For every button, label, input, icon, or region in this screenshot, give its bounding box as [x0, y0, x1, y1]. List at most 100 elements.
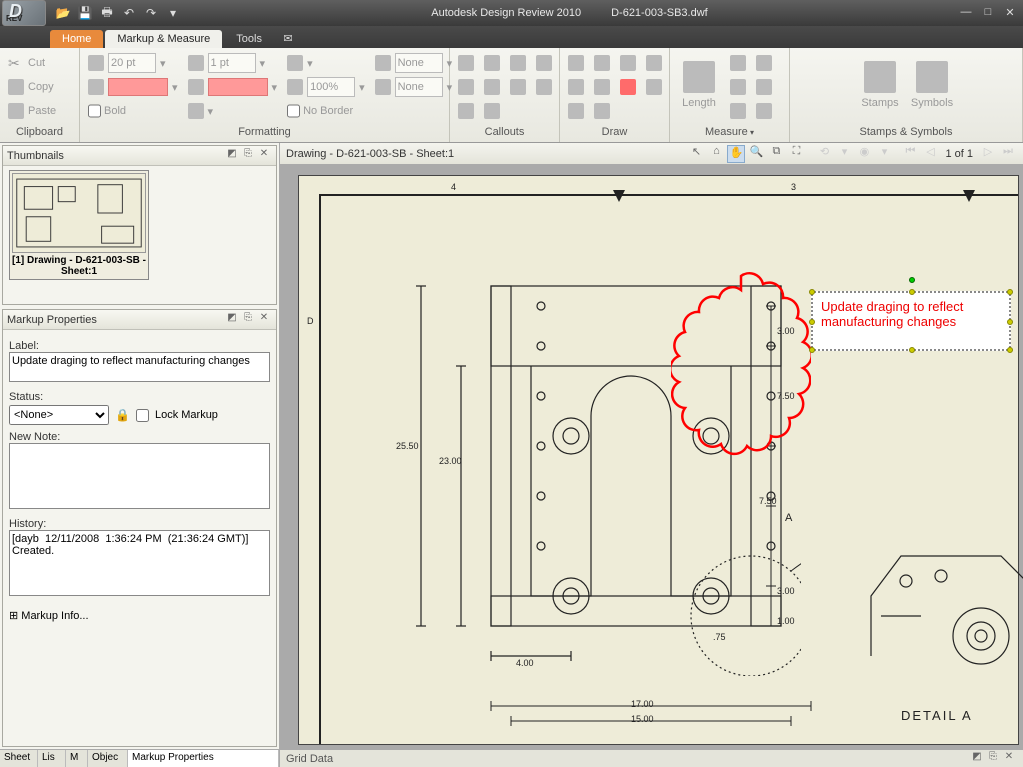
cut-button[interactable]: ✂Cut	[4, 52, 60, 74]
measure-btn-6[interactable]	[752, 100, 776, 122]
drawing-canvas[interactable]: 4 3 D	[280, 165, 1023, 749]
btab-list[interactable]: Lis	[38, 750, 66, 767]
draw-btn-1[interactable]	[564, 52, 588, 74]
markup-opts-icon[interactable]: ◩	[224, 312, 240, 328]
qat-undo-icon[interactable]: ↶	[120, 4, 138, 22]
grid-close-icon[interactable]: ✕	[1001, 751, 1017, 767]
select-tool-icon[interactable]: ↖	[687, 145, 705, 163]
home-view-icon[interactable]: ⌂	[707, 145, 725, 163]
font-size-input[interactable]	[108, 53, 156, 73]
tab-mail-icon[interactable]: ✉	[276, 29, 300, 48]
bold-check[interactable]	[88, 101, 101, 121]
grid-pin-icon[interactable]: ⎘	[985, 751, 1001, 767]
fill-control[interactable]: ▾	[283, 52, 369, 74]
qat-redo-icon[interactable]: ↷	[142, 4, 160, 22]
thumbnails-close-icon[interactable]: ✕	[256, 148, 272, 164]
effect2-input[interactable]	[395, 77, 443, 97]
scale-input[interactable]	[307, 77, 355, 97]
tab-tools[interactable]: Tools	[224, 30, 274, 48]
btab-m[interactable]: M	[66, 750, 88, 767]
callout-btn-3[interactable]	[454, 100, 478, 122]
effect1-input[interactable]	[395, 53, 443, 73]
line-color-swatch[interactable]	[208, 78, 268, 96]
pan-tool-icon[interactable]: ✋	[727, 145, 745, 163]
draw-btn-5[interactable]	[590, 76, 614, 98]
grip-n[interactable]	[909, 289, 915, 295]
qat-open-icon[interactable]: 📂	[54, 4, 72, 22]
stamps-button[interactable]: Stamps	[855, 50, 905, 120]
draw-btn-2[interactable]	[564, 76, 588, 98]
callout-btn-5[interactable]	[480, 76, 504, 98]
no-border-checkbox[interactable]: No Border	[283, 100, 369, 122]
thumbnails-pin-icon[interactable]: ⎘	[240, 148, 256, 164]
thumbnails-opts-icon[interactable]: ◩	[224, 148, 240, 164]
close-button[interactable]: ✕	[1001, 6, 1019, 20]
no-border-check[interactable]	[287, 101, 300, 121]
tab-markup-measure[interactable]: Markup & Measure	[105, 30, 222, 48]
copy-button[interactable]: Copy	[4, 76, 60, 98]
callout-btn-4[interactable]	[480, 52, 504, 74]
font-color-control[interactable]: ▾	[84, 76, 182, 98]
zoom-window-icon[interactable]: ⧉	[767, 145, 785, 163]
btab-sheet[interactable]: Sheet	[0, 750, 38, 767]
grip-se[interactable]	[1007, 347, 1013, 353]
measure-btn-4[interactable]	[752, 52, 776, 74]
symbols-button[interactable]: Symbols	[907, 50, 957, 120]
markup-info-toggle[interactable]: ⊞ Markup Info...	[9, 609, 270, 622]
line-color-control[interactable]: ▾	[184, 76, 282, 98]
line-weight-control[interactable]: ▾	[184, 52, 282, 74]
lock-markup-checkbox[interactable]	[136, 409, 149, 422]
grip-e[interactable]	[1007, 319, 1013, 325]
markup-pin-icon[interactable]: ⎘	[240, 312, 256, 328]
grip-s[interactable]	[909, 347, 915, 353]
measure-btn-3[interactable]	[726, 100, 750, 122]
draw-btn-3[interactable]	[564, 100, 588, 122]
markup-close-icon[interactable]: ✕	[256, 312, 272, 328]
grid-opts-icon[interactable]: ◩	[969, 751, 985, 767]
grip-sw[interactable]	[809, 347, 815, 353]
grip-ne[interactable]	[1007, 289, 1013, 295]
length-button[interactable]: Length	[674, 50, 724, 120]
minimize-button[interactable]: —	[957, 6, 975, 20]
zoom-extents-icon[interactable]: ⛶	[787, 145, 805, 163]
measure-btn-5[interactable]	[752, 76, 776, 98]
draw-btn-10[interactable]	[642, 76, 666, 98]
zoom-tool-icon[interactable]: 🔍	[747, 145, 765, 163]
newnote-field[interactable]	[9, 443, 270, 509]
draw-btn-7[interactable]	[616, 52, 640, 74]
scale-control[interactable]: ▾	[283, 76, 369, 98]
effect2-control[interactable]: ▾	[371, 76, 457, 98]
status-select[interactable]: <None>	[9, 405, 109, 425]
maximize-button[interactable]: □	[979, 6, 997, 20]
label-field[interactable]: Update draging to reflect manufacturing …	[9, 352, 270, 382]
revision-cloud[interactable]	[671, 266, 811, 486]
font-size-control[interactable]: ▾	[84, 52, 182, 74]
callout-btn-1[interactable]	[454, 52, 478, 74]
grip-w[interactable]	[809, 319, 815, 325]
callout-btn-10[interactable]	[532, 76, 556, 98]
callout-btn-9[interactable]	[532, 52, 556, 74]
markup-text-box[interactable]: Update draging to reflect manufacturing …	[811, 291, 1011, 351]
effect1-control[interactable]: ▾	[371, 52, 457, 74]
btab-markup-properties[interactable]: Markup Properties	[128, 750, 279, 767]
draw-btn-9[interactable]	[642, 52, 666, 74]
callout-btn-7[interactable]	[506, 52, 530, 74]
paste-button[interactable]: Paste	[4, 100, 60, 122]
draw-btn-4[interactable]	[590, 52, 614, 74]
tab-home[interactable]: Home	[50, 30, 103, 48]
measure-btn-1[interactable]	[726, 52, 750, 74]
btab-object[interactable]: Objec	[88, 750, 128, 767]
font-color-swatch[interactable]	[108, 78, 168, 96]
measure-btn-2[interactable]	[726, 76, 750, 98]
draw-btn-8[interactable]	[616, 76, 640, 98]
line-weight-input[interactable]	[208, 53, 256, 73]
app-menu-button[interactable]: REV	[2, 0, 46, 26]
measure-group-label[interactable]: Measure	[674, 124, 785, 140]
qat-print-icon[interactable]: 🖶	[98, 4, 116, 22]
qat-dropdown-icon[interactable]: ▾	[164, 4, 182, 22]
bold-checkbox[interactable]: Bold	[84, 100, 182, 122]
callout-btn-6[interactable]	[480, 100, 504, 122]
line-style-control[interactable]: ▾	[184, 100, 282, 122]
draw-btn-6[interactable]	[590, 100, 614, 122]
grip-rotate[interactable]	[909, 277, 915, 283]
